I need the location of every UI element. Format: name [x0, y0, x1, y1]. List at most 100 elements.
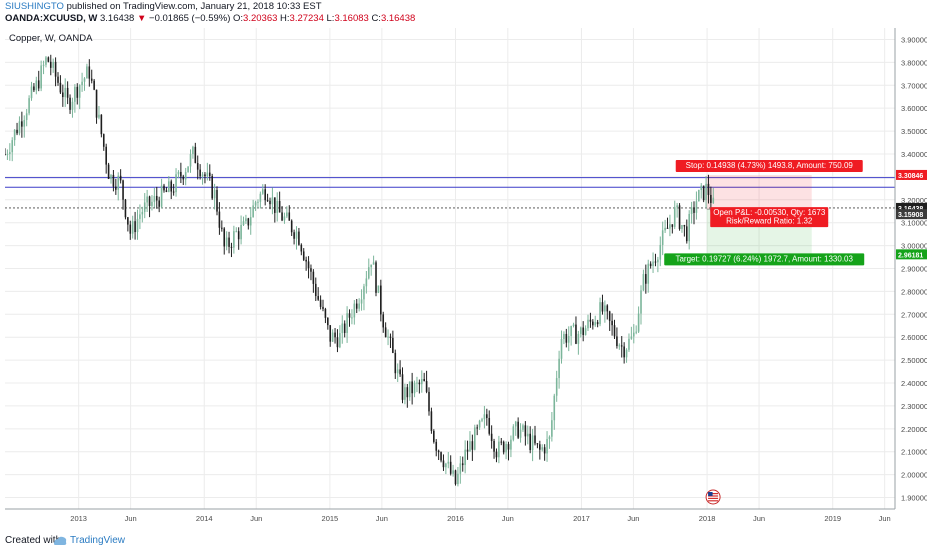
- candle-body: [298, 231, 300, 245]
- candle-body: [208, 172, 211, 177]
- candle-up: [187, 166, 189, 173]
- candle-body: [336, 337, 339, 348]
- candle-down: [500, 437, 503, 446]
- candle-body: [488, 417, 491, 434]
- candle-down: [592, 319, 594, 330]
- candle-body: [134, 221, 136, 233]
- candle-up: [13, 129, 16, 146]
- candle-down: [221, 220, 223, 232]
- candle-body: [531, 435, 534, 451]
- price-chart[interactable]: 3.90000 3.80000 3.70000 3.60000 3.50000 3.400…: [4, 28, 928, 525]
- candle-body: [4, 153, 6, 155]
- candle-body: [100, 114, 103, 135]
- candle-body: [481, 419, 483, 421]
- candle-down: [155, 186, 158, 209]
- last-price-badge-bg: [896, 202, 927, 213]
- candle-body: [254, 202, 257, 206]
- candle-up: [447, 451, 450, 469]
- candle-body: [577, 333, 580, 344]
- candle-body: [517, 421, 519, 438]
- candle-up: [252, 199, 254, 218]
- candle-body: [153, 195, 156, 202]
- author-link[interactable]: SIUSHINGTO: [5, 1, 64, 12]
- price-change: −0.01865 (−0.59%): [149, 13, 231, 24]
- candle-down: [122, 179, 124, 210]
- candle-body: [74, 86, 76, 102]
- candle-up: [271, 187, 274, 215]
- candle-body: [35, 80, 38, 91]
- candle-up: [483, 405, 486, 429]
- candle-body: [620, 345, 623, 347]
- y-tick-label: 3.20000: [901, 196, 927, 205]
- candle-down: [281, 206, 283, 222]
- candle-down: [375, 260, 377, 297]
- candle-body: [127, 217, 129, 225]
- candle-down: [613, 319, 616, 339]
- high-label: H:: [280, 13, 290, 24]
- candle-body: [365, 278, 368, 287]
- candle-up: [286, 206, 288, 219]
- open-label: O:: [233, 13, 244, 24]
- candle-down: [290, 219, 293, 236]
- candle-body: [678, 205, 681, 229]
- tradingview-logo-icon: [54, 536, 67, 545]
- candle-up: [594, 315, 597, 327]
- candle-body: [33, 86, 35, 91]
- candle-up: [628, 333, 630, 352]
- low-label: L:: [326, 13, 335, 24]
- candle-up: [9, 143, 11, 161]
- candle-down: [16, 122, 18, 136]
- candle-down: [392, 330, 394, 354]
- candle-up: [225, 231, 228, 251]
- candle-body: [625, 349, 628, 358]
- footer: Created with TradingView: [0, 530, 932, 550]
- candle-body: [498, 441, 500, 458]
- candle-up: [560, 330, 563, 364]
- short-position-tool[interactable]: [706, 174, 812, 255]
- candle-body: [274, 197, 276, 213]
- candle-body: [62, 92, 64, 98]
- candle-body: [339, 333, 341, 348]
- high-value: 3.27234: [289, 13, 324, 24]
- candle-body: [372, 262, 375, 265]
- candle-up: [78, 84, 81, 110]
- y-tick-label: 2.20000: [901, 425, 927, 434]
- candle-body: [671, 224, 674, 227]
- candle-up: [445, 462, 447, 475]
- candle-body: [380, 285, 382, 315]
- candle-body: [579, 327, 582, 334]
- candle-down: [654, 253, 657, 267]
- candle-up: [698, 189, 700, 202]
- candle-body: [305, 259, 307, 262]
- candle-down: [158, 196, 160, 213]
- candle-up: [52, 58, 54, 73]
- candle-down: [575, 316, 577, 345]
- candle-body: [264, 189, 266, 201]
- candle-body: [327, 317, 329, 326]
- candle-up: [254, 200, 257, 211]
- candle-body: [37, 80, 40, 89]
- candle-up: [143, 193, 146, 219]
- candle-body: [604, 305, 606, 312]
- candle-up: [664, 219, 666, 233]
- candle-down: [54, 57, 57, 87]
- candle-down: [216, 186, 218, 216]
- candle-up: [175, 168, 177, 197]
- candle-down: [466, 440, 469, 460]
- candle-body: [657, 259, 659, 263]
- candle-down: [115, 178, 117, 195]
- tradingview-brand[interactable]: TradingView: [70, 535, 126, 546]
- candle-body: [93, 80, 95, 90]
- candle-up: [572, 322, 575, 328]
- candle-down: [543, 444, 546, 461]
- candle-body: [411, 381, 413, 394]
- candle-body: [524, 425, 527, 437]
- candle-body: [582, 327, 584, 336]
- candle-up: [659, 236, 662, 267]
- candle-up: [184, 167, 187, 186]
- candle-body: [199, 169, 201, 177]
- down-triangle-icon: ▼: [136, 13, 147, 24]
- x-tick-label: Jun: [376, 514, 388, 523]
- target-price-badge-bg: [896, 249, 927, 260]
- candle-up: [240, 215, 242, 245]
